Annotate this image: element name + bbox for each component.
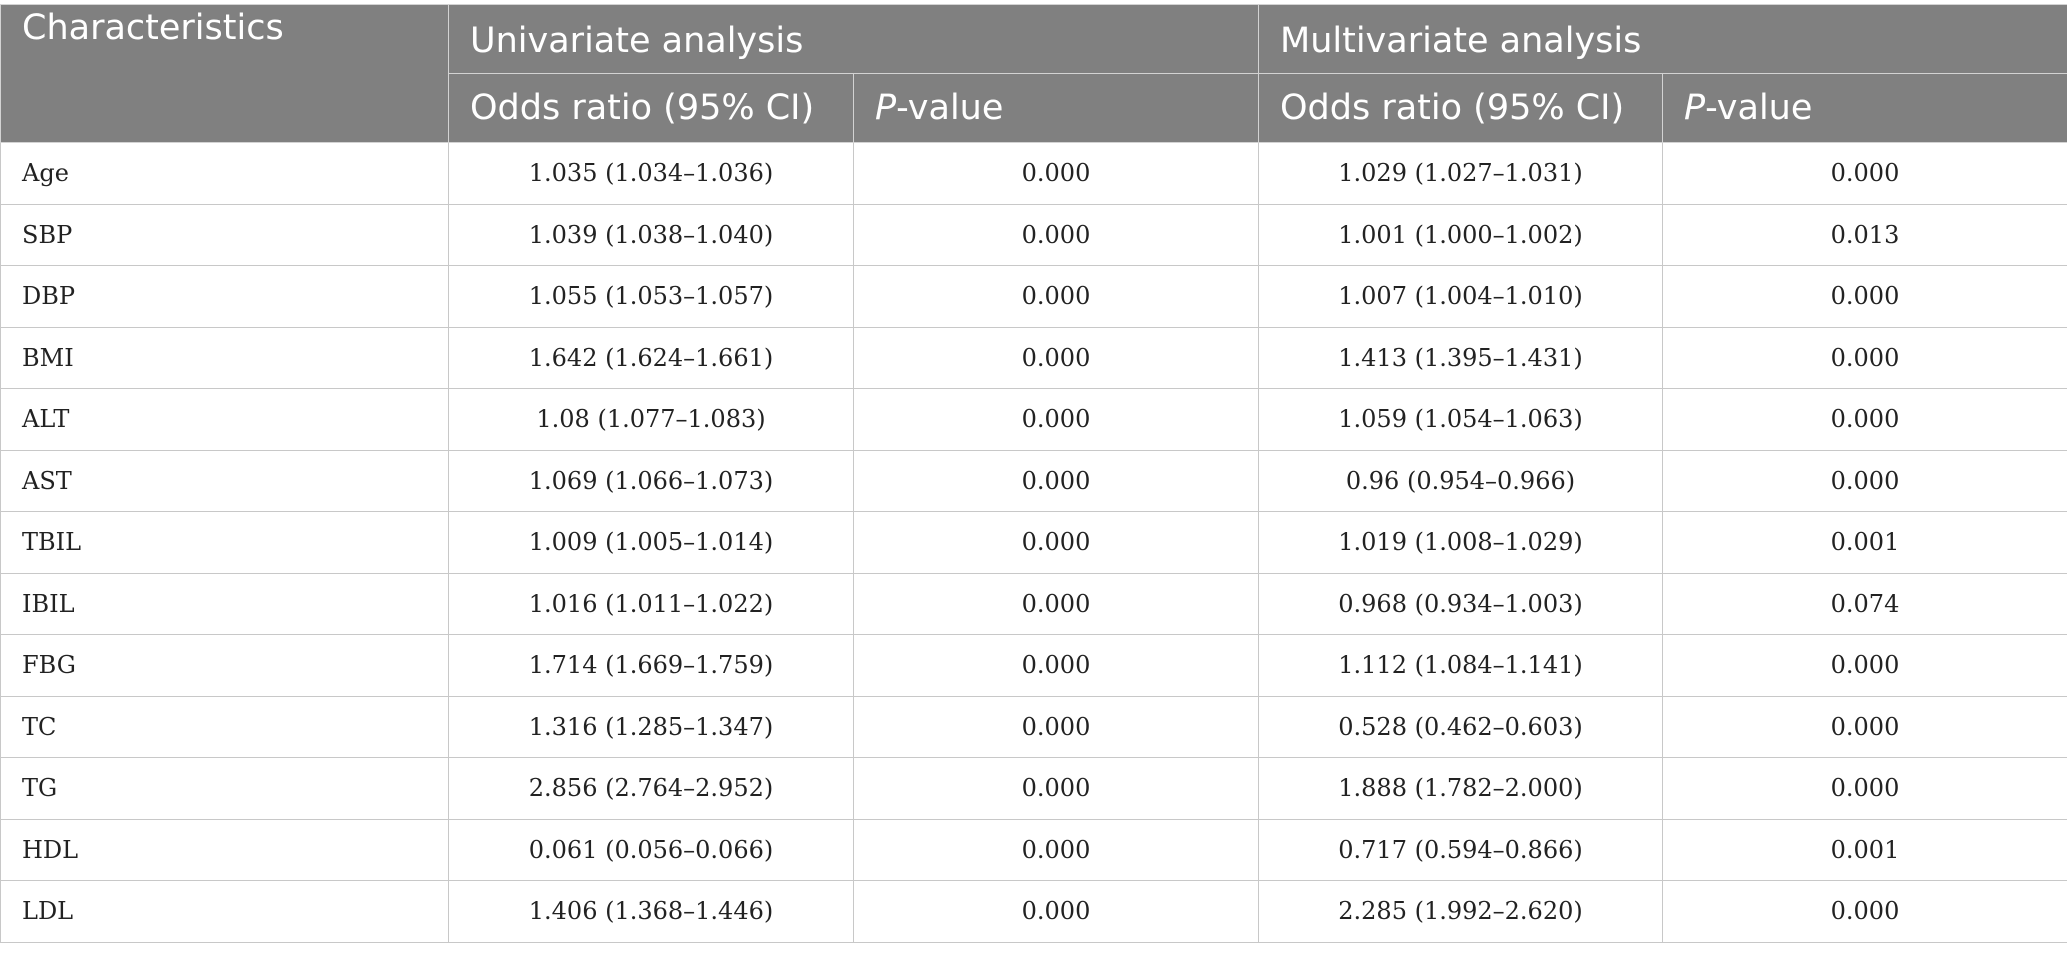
characteristic-cell: ALT xyxy=(0,388,449,451)
multivariate-p-value-cell: 0.000 xyxy=(1662,695,2067,758)
header-multi-p-value: P-value xyxy=(1662,73,2067,143)
table-row: SBP 1.039 (1.038–1.040) 0.000 1.001 (1.000–… xyxy=(0,203,2067,266)
regression-table: Characteristics Univariate analysis Mult… xyxy=(0,4,2067,943)
univariate-p-value-cell: 0.000 xyxy=(853,511,1259,574)
univariate-odds-ratio-cell: 1.055 (1.053–1.057) xyxy=(448,265,854,328)
univariate-odds-ratio-cell: 1.039 (1.038–1.040) xyxy=(448,203,854,266)
multivariate-p-value-cell: 0.000 xyxy=(1662,634,2067,697)
univariate-p-value-cell: 0.000 xyxy=(853,449,1259,512)
table-row: LDL 1.406 (1.368–1.446) 0.000 2.285 (1.992–… xyxy=(0,880,2067,943)
table-row: FBG 1.714 (1.669–1.759) 0.000 1.112 (1.084–… xyxy=(0,634,2067,697)
characteristic-cell: FBG xyxy=(0,634,449,697)
multivariate-p-value-cell: 0.013 xyxy=(1662,203,2067,266)
table-header: Characteristics Univariate analysis Mult… xyxy=(0,4,2067,143)
characteristic-cell: IBIL xyxy=(0,572,449,635)
multivariate-p-value-cell: 0.001 xyxy=(1662,511,2067,574)
univariate-odds-ratio-cell: 1.035 (1.034–1.036) xyxy=(448,142,854,205)
regression-table-container: Characteristics Univariate analysis Mult… xyxy=(0,4,2067,943)
multivariate-p-value-cell: 0.000 xyxy=(1662,449,2067,512)
header-uni-p-value: P-value xyxy=(853,73,1259,143)
multivariate-odds-ratio-cell: 1.059 (1.054–1.063) xyxy=(1258,388,1663,451)
characteristic-cell: HDL xyxy=(0,818,449,881)
multivariate-p-value-cell: 0.000 xyxy=(1662,757,2067,820)
table-row: IBIL 1.016 (1.011–1.022) 0.000 0.968 (0.934… xyxy=(0,572,2067,635)
multivariate-odds-ratio-cell: 1.413 (1.395–1.431) xyxy=(1258,326,1663,389)
header-row-groups: Characteristics Univariate analysis Mult… xyxy=(0,4,2067,143)
multivariate-p-value-cell: 0.000 xyxy=(1662,326,2067,389)
table-body: Age 1.035 (1.034–1.036) 0.000 1.029 (1.027–… xyxy=(0,142,2067,943)
p-label: P xyxy=(875,88,897,128)
univariate-odds-ratio-cell: 1.016 (1.011–1.022) xyxy=(448,572,854,635)
characteristic-cell: DBP xyxy=(0,265,449,328)
multivariate-odds-ratio-cell: 1.007 (1.004–1.010) xyxy=(1258,265,1663,328)
univariate-odds-ratio-cell: 1.08 (1.077–1.083) xyxy=(448,388,854,451)
header-row-columns: Odds ratio (95% CI) P-value Odds ratio (… xyxy=(1,73,2067,143)
multivariate-odds-ratio-cell: 0.528 (0.462–0.603) xyxy=(1258,695,1663,758)
characteristic-cell: TG xyxy=(0,757,449,820)
multivariate-p-value-cell: 0.000 xyxy=(1662,265,2067,328)
header-univariate: Univariate analysis xyxy=(448,4,1259,74)
table-row: AST 1.069 (1.066–1.073) 0.000 0.96 (0.954–0… xyxy=(0,449,2067,512)
univariate-p-value-cell: 0.000 xyxy=(853,142,1259,205)
univariate-p-value-cell: 0.000 xyxy=(853,326,1259,389)
table-row: HDL 0.061 (0.056–0.066) 0.000 0.717 (0.594–… xyxy=(0,818,2067,881)
multivariate-odds-ratio-cell: 1.029 (1.027–1.031) xyxy=(1258,142,1663,205)
p-label: P xyxy=(1684,88,1706,128)
characteristic-cell: LDL xyxy=(0,880,449,943)
multivariate-odds-ratio-cell: 0.717 (0.594–0.866) xyxy=(1258,818,1663,881)
p-suffix: -value xyxy=(896,88,1004,128)
univariate-odds-ratio-cell: 1.316 (1.285–1.347) xyxy=(448,695,854,758)
characteristic-cell: TBIL xyxy=(0,511,449,574)
univariate-odds-ratio-cell: 2.856 (2.764–2.952) xyxy=(448,757,854,820)
table-row: BMI 1.642 (1.624–1.661) 0.000 1.413 (1.395–… xyxy=(0,326,2067,389)
univariate-odds-ratio-cell: 1.714 (1.669–1.759) xyxy=(448,634,854,697)
multivariate-odds-ratio-cell: 0.968 (0.934–1.003) xyxy=(1258,572,1663,635)
multivariate-p-value-cell: 0.000 xyxy=(1662,880,2067,943)
characteristic-cell: Age xyxy=(0,142,449,205)
multivariate-odds-ratio-cell: 2.285 (1.992–2.620) xyxy=(1258,880,1663,943)
header-characteristics: Characteristics xyxy=(0,4,449,143)
univariate-odds-ratio-cell: 1.406 (1.368–1.446) xyxy=(448,880,854,943)
multivariate-odds-ratio-cell: 1.888 (1.782–2.000) xyxy=(1258,757,1663,820)
table-row: TBIL 1.009 (1.005–1.014) 0.000 1.019 (1.008… xyxy=(0,511,2067,574)
multivariate-odds-ratio-cell: 1.019 (1.008–1.029) xyxy=(1258,511,1663,574)
table-row: ALT 1.08 (1.077–1.083) 0.000 1.059 (1.054–1… xyxy=(0,388,2067,451)
characteristic-cell: AST xyxy=(0,449,449,512)
univariate-p-value-cell: 0.000 xyxy=(853,818,1259,881)
univariate-odds-ratio-cell: 0.061 (0.056–0.066) xyxy=(448,818,854,881)
table-row: TG 2.856 (2.764–2.952) 0.000 1.888 (1.782–2… xyxy=(0,757,2067,820)
header-multivariate: Multivariate analysis xyxy=(1258,4,2067,74)
multivariate-p-value-cell: 0.074 xyxy=(1662,572,2067,635)
univariate-p-value-cell: 0.000 xyxy=(853,634,1259,697)
header-multi-odds-ratio: Odds ratio (95% CI) xyxy=(1258,73,1663,143)
p-suffix: -value xyxy=(1705,88,1813,128)
univariate-p-value-cell: 0.000 xyxy=(853,880,1259,943)
univariate-p-value-cell: 0.000 xyxy=(853,265,1259,328)
univariate-p-value-cell: 0.000 xyxy=(853,695,1259,758)
table-row: TC 1.316 (1.285–1.347) 0.000 0.528 (0.462–0… xyxy=(0,695,2067,758)
univariate-odds-ratio-cell: 1.069 (1.066–1.073) xyxy=(448,449,854,512)
univariate-p-value-cell: 0.000 xyxy=(853,572,1259,635)
characteristic-cell: TC xyxy=(0,695,449,758)
multivariate-p-value-cell: 0.000 xyxy=(1662,388,2067,451)
multivariate-p-value-cell: 0.001 xyxy=(1662,818,2067,881)
multivariate-odds-ratio-cell: 1.001 (1.000–1.002) xyxy=(1258,203,1663,266)
univariate-p-value-cell: 0.000 xyxy=(853,203,1259,266)
characteristic-cell: BMI xyxy=(0,326,449,389)
univariate-p-value-cell: 0.000 xyxy=(853,388,1259,451)
characteristic-cell: SBP xyxy=(0,203,449,266)
table-row: Age 1.035 (1.034–1.036) 0.000 1.029 (1.027–… xyxy=(0,142,2067,205)
univariate-p-value-cell: 0.000 xyxy=(853,757,1259,820)
multivariate-odds-ratio-cell: 0.96 (0.954–0.966) xyxy=(1258,449,1663,512)
multivariate-p-value-cell: 0.000 xyxy=(1662,142,2067,205)
univariate-odds-ratio-cell: 1.009 (1.005–1.014) xyxy=(448,511,854,574)
multivariate-odds-ratio-cell: 1.112 (1.084–1.141) xyxy=(1258,634,1663,697)
header-uni-odds-ratio: Odds ratio (95% CI) xyxy=(448,73,854,143)
table-row: DBP 1.055 (1.053–1.057) 0.000 1.007 (1.004–… xyxy=(0,265,2067,328)
univariate-odds-ratio-cell: 1.642 (1.624–1.661) xyxy=(448,326,854,389)
